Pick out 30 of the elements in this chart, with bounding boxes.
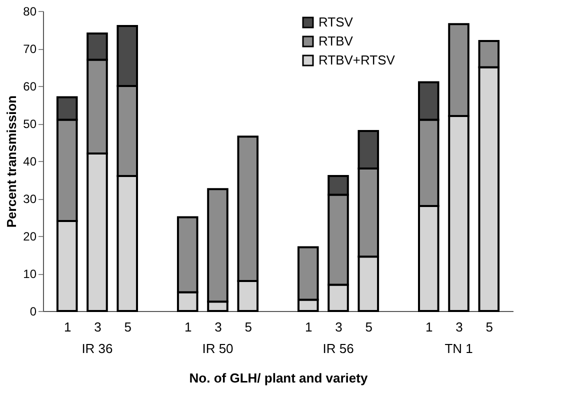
- y-tick-label: 50: [23, 117, 37, 131]
- y-tick-label: 30: [23, 192, 37, 206]
- x-axis-title: No. of GLH/ plant and variety: [189, 370, 368, 386]
- text: IR 56: [322, 341, 354, 356]
- x-tick-label: 3: [94, 320, 102, 334]
- x-tick-label: 5: [244, 320, 252, 334]
- y-tick-label: 80: [23, 4, 37, 18]
- y-tick-label: 70: [23, 42, 37, 56]
- x-tick-label: 3: [214, 320, 222, 334]
- x-tick-label: 1: [305, 320, 312, 334]
- legend-label: RTSV: [318, 14, 354, 30]
- text: IR 36: [82, 341, 113, 356]
- y-axis-title: Percent transmission: [4, 95, 20, 228]
- y-tick-label: 60: [23, 80, 37, 94]
- y-tick-label: 20: [23, 230, 37, 244]
- x-tick-label: 5: [365, 320, 372, 334]
- x-tick-label: 1: [64, 320, 72, 334]
- text: IR 50: [202, 341, 234, 356]
- x-tick-label: 1: [426, 320, 433, 334]
- text: TN 1: [444, 341, 473, 356]
- y-tick-label: 40: [23, 154, 37, 168]
- x-tick-label: 5: [486, 320, 494, 334]
- y-tick-label: 10: [23, 267, 37, 281]
- x-tick-label: 3: [456, 320, 463, 334]
- x-tick-label: 3: [335, 320, 342, 334]
- legend-label: RTBV: [318, 34, 354, 48]
- x-tick-label: 5: [124, 320, 132, 334]
- x-tick-label: 1: [184, 320, 192, 334]
- y-tick-label: 0: [30, 304, 37, 318]
- legend-label: RTBV+RTSV: [318, 52, 396, 68]
